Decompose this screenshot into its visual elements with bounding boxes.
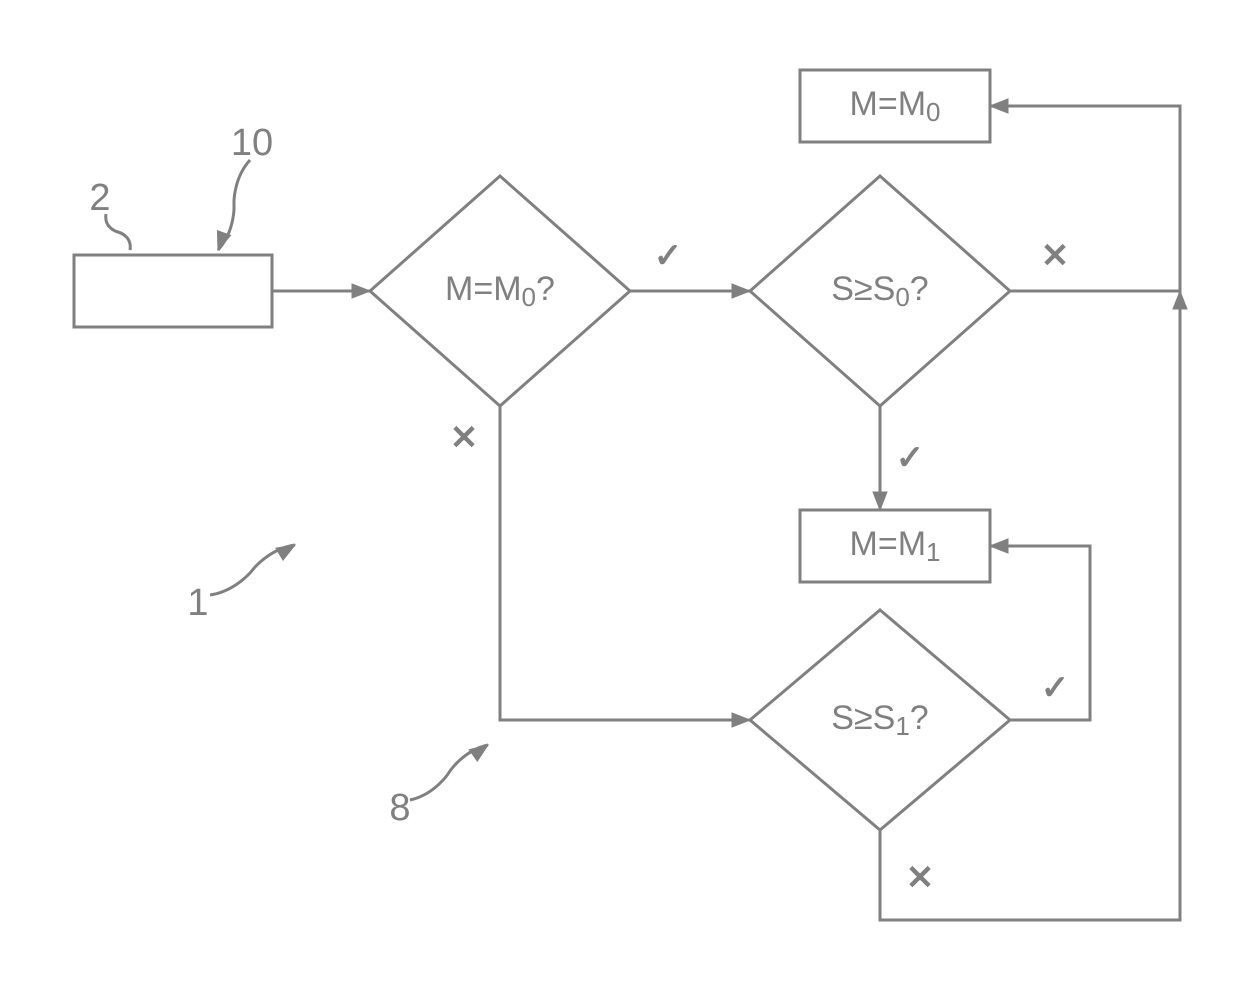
svg-text:✕: ✕ (906, 859, 935, 897)
svg-text:✓: ✓ (896, 439, 925, 477)
svg-text:S≥S1?: S≥S1? (831, 699, 928, 741)
svg-text:✕: ✕ (1041, 237, 1070, 275)
svg-text:M=M0: M=M0 (850, 85, 941, 127)
svg-text:1: 1 (187, 582, 208, 624)
svg-text:✓: ✓ (1041, 669, 1070, 707)
svg-text:8: 8 (389, 787, 410, 829)
svg-text:M=M0?: M=M0? (445, 270, 555, 312)
svg-text:2: 2 (89, 177, 110, 219)
svg-text:✓: ✓ (654, 237, 683, 275)
svg-text:10: 10 (231, 122, 273, 164)
svg-text:M=M1: M=M1 (850, 525, 941, 567)
svg-text:S≥S0?: S≥S0? (831, 270, 928, 312)
svg-text:✕: ✕ (450, 419, 479, 457)
